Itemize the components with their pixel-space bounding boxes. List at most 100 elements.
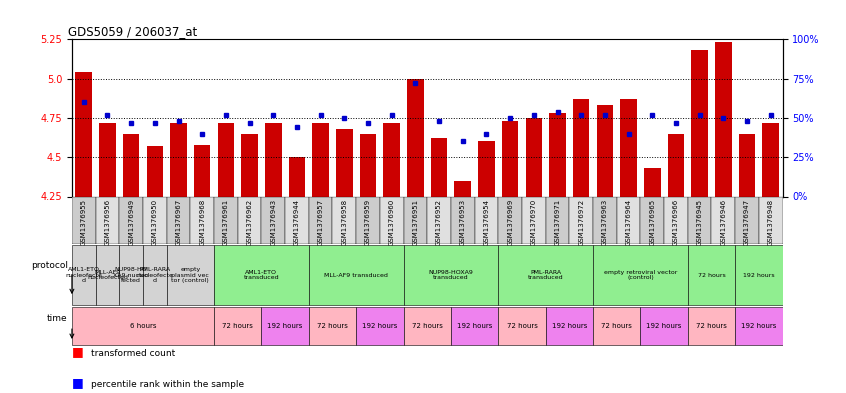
Text: GSM1376948: GSM1376948 bbox=[767, 199, 774, 246]
Text: transformed count: transformed count bbox=[91, 349, 175, 358]
Text: empty
plasmid vec
tor (control): empty plasmid vec tor (control) bbox=[172, 267, 209, 283]
Text: 72 hours: 72 hours bbox=[696, 323, 727, 329]
Bar bbox=[688, 196, 711, 244]
Text: percentile rank within the sample: percentile rank within the sample bbox=[91, 380, 244, 389]
Text: empty retroviral vector
(control): empty retroviral vector (control) bbox=[604, 270, 677, 280]
Bar bbox=[593, 196, 617, 244]
Text: GSM1376946: GSM1376946 bbox=[720, 199, 727, 246]
Text: GSM1376954: GSM1376954 bbox=[483, 199, 490, 246]
Text: GSM1376951: GSM1376951 bbox=[412, 199, 419, 246]
Text: 192 hours: 192 hours bbox=[362, 323, 398, 329]
Bar bbox=[404, 196, 427, 244]
Bar bbox=[143, 245, 167, 305]
Bar bbox=[96, 245, 119, 305]
Bar bbox=[451, 307, 498, 345]
Text: GSM1376956: GSM1376956 bbox=[104, 199, 111, 246]
Bar bbox=[360, 134, 376, 196]
Bar bbox=[711, 196, 735, 244]
Bar bbox=[238, 196, 261, 244]
Text: GSM1376963: GSM1376963 bbox=[602, 199, 608, 246]
Text: PML-RARA
transduced: PML-RARA transduced bbox=[528, 270, 563, 280]
Bar bbox=[309, 245, 404, 305]
Text: AML1-ETO
transduced: AML1-ETO transduced bbox=[244, 270, 279, 280]
Bar bbox=[383, 123, 400, 196]
Bar bbox=[427, 196, 451, 244]
Text: MLL-AF9
nucleofected: MLL-AF9 nucleofected bbox=[87, 270, 128, 280]
Bar bbox=[546, 196, 569, 244]
Text: GSM1376944: GSM1376944 bbox=[294, 199, 300, 246]
Text: ■: ■ bbox=[72, 376, 84, 389]
Text: GSM1376959: GSM1376959 bbox=[365, 199, 371, 246]
Text: GSM1376947: GSM1376947 bbox=[744, 199, 750, 246]
Bar bbox=[167, 196, 190, 244]
Text: GSM1376966: GSM1376966 bbox=[673, 199, 679, 246]
Text: GSM1376949: GSM1376949 bbox=[128, 199, 135, 246]
Bar bbox=[214, 245, 309, 305]
Bar bbox=[261, 196, 285, 244]
Bar bbox=[309, 307, 356, 345]
Bar bbox=[99, 123, 116, 196]
Bar bbox=[404, 245, 498, 305]
Text: 192 hours: 192 hours bbox=[743, 273, 775, 277]
Text: GSM1376967: GSM1376967 bbox=[175, 199, 182, 246]
Text: GDS5059 / 206037_at: GDS5059 / 206037_at bbox=[69, 25, 198, 38]
Bar bbox=[190, 196, 214, 244]
Text: GSM1376972: GSM1376972 bbox=[578, 199, 585, 246]
Bar bbox=[640, 307, 688, 345]
Bar bbox=[356, 307, 404, 345]
Bar bbox=[667, 134, 684, 196]
Text: 72 hours: 72 hours bbox=[222, 323, 253, 329]
Bar bbox=[380, 196, 404, 244]
Bar bbox=[569, 196, 593, 244]
Bar bbox=[735, 307, 783, 345]
Bar bbox=[596, 105, 613, 196]
Text: 72 hours: 72 hours bbox=[602, 323, 632, 329]
Text: 192 hours: 192 hours bbox=[552, 323, 587, 329]
Bar bbox=[454, 181, 471, 196]
Bar bbox=[498, 245, 593, 305]
Bar bbox=[688, 307, 735, 345]
Text: GSM1376950: GSM1376950 bbox=[151, 199, 158, 246]
Bar bbox=[356, 196, 380, 244]
Text: 192 hours: 192 hours bbox=[457, 323, 492, 329]
Text: GSM1376964: GSM1376964 bbox=[625, 199, 632, 246]
Bar bbox=[214, 307, 261, 345]
Text: GSM1376970: GSM1376970 bbox=[530, 199, 537, 246]
Bar bbox=[72, 245, 96, 305]
Bar bbox=[522, 196, 546, 244]
Text: GSM1376952: GSM1376952 bbox=[436, 199, 442, 246]
Bar bbox=[640, 196, 664, 244]
Bar bbox=[312, 123, 329, 196]
Text: 6 hours: 6 hours bbox=[129, 323, 157, 329]
Bar bbox=[285, 196, 309, 244]
Bar bbox=[451, 196, 475, 244]
Text: 72 hours: 72 hours bbox=[698, 273, 725, 277]
Text: GSM1376953: GSM1376953 bbox=[459, 199, 466, 246]
Bar bbox=[762, 123, 779, 196]
Bar bbox=[288, 157, 305, 196]
Bar bbox=[644, 168, 661, 196]
Bar bbox=[194, 145, 211, 196]
Bar bbox=[170, 123, 187, 196]
Bar bbox=[502, 121, 519, 196]
Text: 72 hours: 72 hours bbox=[317, 323, 348, 329]
Text: GSM1376965: GSM1376965 bbox=[649, 199, 656, 246]
Bar bbox=[525, 118, 542, 196]
Text: GSM1376957: GSM1376957 bbox=[317, 199, 324, 246]
Bar bbox=[407, 79, 424, 196]
Bar bbox=[146, 146, 163, 196]
Text: 192 hours: 192 hours bbox=[646, 323, 682, 329]
Bar bbox=[498, 196, 522, 244]
Bar bbox=[431, 138, 448, 196]
Bar bbox=[119, 245, 143, 305]
Text: NUP98-HOXA9
transduced: NUP98-HOXA9 transduced bbox=[428, 270, 474, 280]
Bar bbox=[549, 113, 566, 196]
Bar bbox=[498, 307, 546, 345]
Bar bbox=[143, 196, 167, 244]
Bar bbox=[617, 196, 640, 244]
Bar bbox=[119, 196, 143, 244]
Bar bbox=[96, 196, 119, 244]
Bar bbox=[735, 245, 783, 305]
Bar bbox=[123, 134, 140, 196]
Bar bbox=[478, 141, 495, 196]
